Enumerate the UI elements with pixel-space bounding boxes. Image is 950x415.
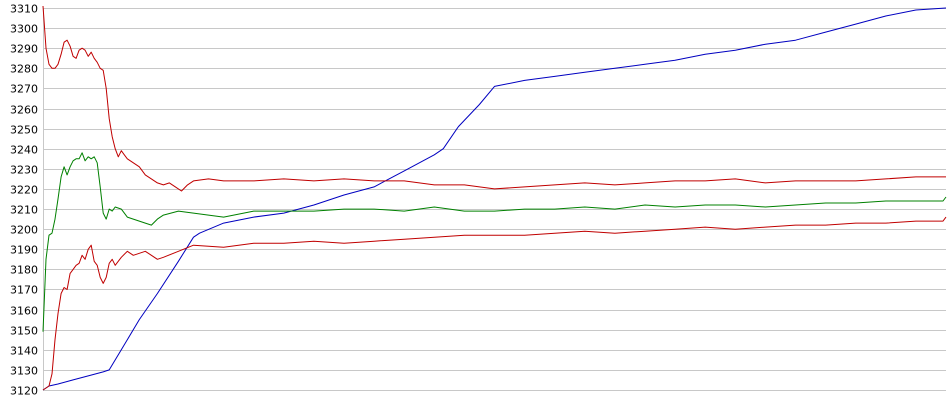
- y-tick-label: 3180: [10, 264, 38, 277]
- y-axis: 3120 3130 3140 3150 3160 3170 3180 3190 3200 3210…: [10, 3, 44, 398]
- y-tick-label: 3140: [10, 345, 38, 358]
- y-tick-label: 3280: [10, 63, 38, 76]
- series-line-1: [42, 7, 947, 391]
- y-tick-label: 3160: [10, 305, 38, 318]
- y-tick-label: 3290: [10, 43, 38, 56]
- y-tick-label: 3270: [10, 83, 38, 96]
- y-tick-label: 3300: [10, 23, 38, 36]
- series-lines: [42, 5, 947, 391]
- series-line-4: [42, 216, 947, 391]
- y-tick-label: 3150: [10, 325, 38, 338]
- y-tick-label: 3210: [10, 204, 38, 217]
- series-line-2: [42, 5, 946, 192]
- y-tick-label: 3120: [10, 385, 38, 398]
- y-tick-label: 3130: [10, 365, 38, 378]
- y-tick-label: 3170: [10, 284, 38, 297]
- y-tick-label: 3230: [10, 164, 38, 177]
- y-tick-label: 3260: [10, 104, 38, 117]
- y-tick-label: 3190: [10, 244, 38, 257]
- grid: [43, 8, 946, 391]
- series-line-3: [42, 152, 947, 332]
- y-tick-label: 3240: [10, 144, 38, 157]
- y-tick-label: 3310: [10, 3, 38, 16]
- y-tick-label: 3200: [10, 224, 38, 237]
- y-tick-label: 3220: [10, 184, 38, 197]
- y-tick-label: 3250: [10, 124, 38, 137]
